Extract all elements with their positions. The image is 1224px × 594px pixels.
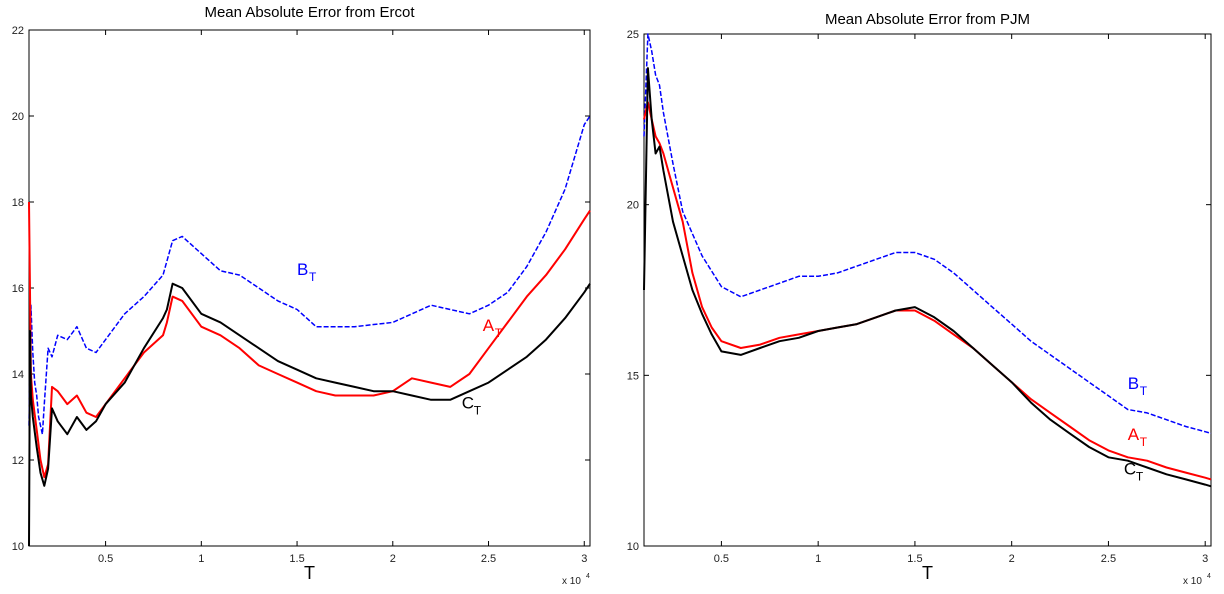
chart-2-y-tick-label: 10 (627, 541, 639, 553)
chart-1-x-tick-label: 2 (390, 553, 396, 565)
chart-2-series-c-label: C (1124, 459, 1136, 478)
chart-2-x-multiplier: x 10 (1183, 576, 1202, 587)
chart-2-x-tick-label: 2 (1009, 553, 1015, 565)
chart-2-series-b-label: B (1128, 374, 1139, 393)
chart-2-series-b-line (643, 33, 1212, 435)
chart-2-series-c-label-subscript: T (1136, 469, 1144, 483)
chart-1-series-c-label: C (462, 393, 474, 412)
chart-2-series-b-label-subscript: T (1140, 384, 1148, 398)
chart-2-x-tick-label: 2.5 (1101, 553, 1116, 565)
chart-1-y-tick-label: 18 (12, 197, 24, 209)
chart-2-series-a-label: A (1128, 425, 1140, 444)
chart-1-y-tick-label: 16 (12, 283, 24, 295)
chart-1: Mean Absolute Error from Ercot 0.5 1 1.5 2 2.… (12, 4, 591, 587)
chart-1-series-b-label-subscript: T (309, 270, 317, 284)
chart-1-y-tick-label: 20 (12, 111, 24, 123)
chart-1-y-tick-label: 12 (12, 455, 24, 467)
chart-2-y-tick-label: 25 (627, 29, 639, 41)
chart-1-series-c-line (28, 282, 591, 547)
chart-1-series-a-label: A (483, 316, 495, 335)
chart-2-series-c-line (643, 67, 1212, 488)
chart-1-x-axis-label: T (304, 563, 315, 583)
chart-1-x-multiplier-exponent: 4 (586, 573, 590, 580)
chart-1-series-b-line (28, 115, 591, 435)
chart-2-y-tick-label: 20 (627, 200, 639, 212)
chart-2-x-tick-label: 1 (815, 553, 821, 565)
chart-1-x-tick-label: 0.5 (98, 553, 113, 565)
chart-1-x-tick-label: 3 (581, 553, 587, 565)
chart-2-y-tick-label: 15 (627, 370, 639, 382)
chart-1-x-tick-label: 1 (198, 553, 204, 565)
chart-2-x-tick-label: 1.5 (907, 553, 922, 565)
chart-1-title: Mean Absolute Error from Ercot (204, 4, 415, 21)
chart-1-series-b-label: B (297, 260, 308, 279)
chart-2-x-axis-label: T (922, 563, 933, 583)
chart-1-series-a-label-subscript: T (495, 326, 503, 340)
chart-2-x-tick-label: 3 (1202, 553, 1208, 565)
chart-1-x-tick-label: 1.5 (289, 553, 304, 565)
chart-1-series-a-line (28, 201, 591, 479)
chart-2-x-multiplier-exponent: 4 (1207, 573, 1211, 580)
chart-2: Mean Absolute Error from PJM 0.5 1 1.5 2 2.5 3… (627, 11, 1212, 587)
chart-2-series-a-label-subscript: T (1140, 435, 1148, 449)
chart-1-y-tick-label: 10 (12, 541, 24, 553)
chart-1-x-tick-label: 2.5 (481, 553, 496, 565)
chart-2-x-tick-label: 0.5 (714, 553, 729, 565)
chart-1-y-tick-label: 22 (12, 25, 24, 37)
chart-1-x-multiplier: x 10 (562, 576, 581, 587)
chart-1-series-c-label-subscript: T (474, 403, 482, 417)
chart-1-y-tick-label: 14 (12, 369, 24, 381)
chart-2-title: Mean Absolute Error from PJM (825, 11, 1030, 28)
